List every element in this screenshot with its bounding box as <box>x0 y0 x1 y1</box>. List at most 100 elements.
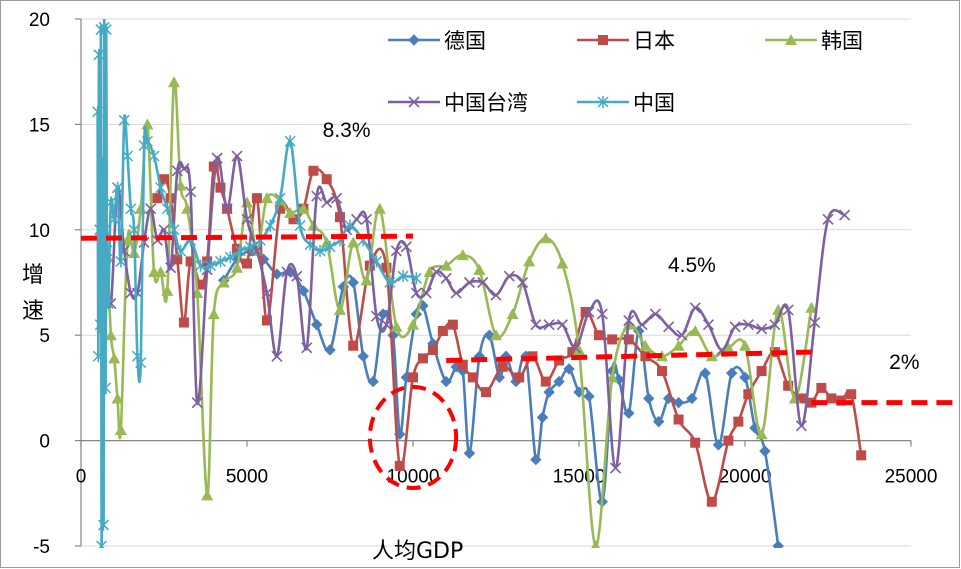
data-point <box>370 255 383 268</box>
data-point <box>796 393 807 404</box>
data-point <box>726 367 738 379</box>
data-point <box>125 202 137 215</box>
data-point <box>108 213 120 226</box>
data-point <box>554 355 565 366</box>
legend-label: 韩国 <box>821 29 863 53</box>
data-point <box>321 174 332 185</box>
data-point <box>118 114 130 127</box>
data-point <box>260 192 273 204</box>
data-point <box>94 318 106 331</box>
data-point <box>115 255 127 268</box>
data-point <box>514 372 525 383</box>
data-point <box>490 289 502 301</box>
legend-marker <box>598 35 608 45</box>
x-tick-label: 5000 <box>226 467 268 488</box>
y-tick-label: 20 <box>29 10 50 31</box>
data-point <box>321 196 333 208</box>
data-point <box>141 135 153 148</box>
data-point <box>275 203 286 214</box>
data-point <box>301 342 313 354</box>
data-point <box>161 284 174 296</box>
data-point <box>394 460 405 471</box>
data-point <box>261 287 273 299</box>
data-point <box>543 319 555 331</box>
data-point <box>214 255 226 268</box>
data-point <box>440 375 452 388</box>
data-point <box>158 224 170 236</box>
data-point <box>423 265 436 277</box>
data-point <box>311 190 323 202</box>
data-point <box>556 257 569 269</box>
data-point <box>373 202 386 214</box>
y-tick-labels: 20 15 10 5 0 -5 <box>29 10 50 558</box>
y-axis-label-char-2: 速 <box>22 299 44 324</box>
data-point <box>224 251 236 264</box>
data-point <box>334 212 345 223</box>
data-point <box>410 272 422 285</box>
data-point <box>473 263 486 275</box>
x-tick-label: 25000 <box>885 467 938 488</box>
data-point <box>102 297 114 310</box>
data-point <box>264 219 276 232</box>
data-point <box>583 306 595 318</box>
data-point <box>463 447 476 459</box>
data-point <box>839 209 851 221</box>
data-point <box>94 223 106 236</box>
data-point <box>543 386 555 398</box>
data-point <box>234 244 246 257</box>
data-point <box>639 339 652 351</box>
data-point <box>463 276 476 289</box>
data-point <box>101 244 113 257</box>
data-point <box>822 213 834 225</box>
data-point <box>427 344 438 355</box>
data-point <box>686 392 698 405</box>
data-point <box>583 390 595 403</box>
data-point <box>175 244 187 257</box>
data-point <box>689 324 702 336</box>
x-tick-label: 20000 <box>719 467 772 488</box>
x-axis-label: 人均GDP <box>372 539 463 564</box>
data-point <box>178 163 190 175</box>
data-point <box>606 371 619 383</box>
data-point <box>281 266 293 278</box>
data-point <box>98 518 110 531</box>
data-point <box>217 276 230 288</box>
data-point <box>437 325 448 336</box>
trend-line <box>81 233 414 241</box>
data-point <box>540 376 551 387</box>
x-tick-label: 10000 <box>387 467 440 488</box>
legend-marker <box>408 96 420 108</box>
data-point <box>756 323 768 335</box>
y-tick-label: 5 <box>39 326 50 347</box>
data-point <box>490 329 502 341</box>
legend-marker <box>785 34 797 45</box>
series-line <box>102 154 845 470</box>
data-point <box>215 182 226 193</box>
data-point <box>570 342 582 354</box>
data-point <box>333 303 346 315</box>
data-point <box>121 150 134 163</box>
data-point <box>699 367 711 379</box>
data-point <box>311 318 323 331</box>
data-point <box>161 202 173 215</box>
data-point <box>672 339 685 351</box>
data-point <box>477 276 489 289</box>
data-point <box>846 389 857 400</box>
series-1 <box>152 161 867 507</box>
data-point <box>367 375 379 388</box>
data-point <box>573 343 585 355</box>
data-point <box>530 319 542 331</box>
data-point <box>291 270 303 282</box>
legend-marker <box>408 34 420 46</box>
data-point <box>856 450 867 461</box>
data-point <box>231 150 243 162</box>
data-point <box>530 453 542 466</box>
data-point <box>360 274 373 286</box>
data-point <box>148 150 160 163</box>
data-point <box>503 270 515 282</box>
data-point <box>172 254 183 265</box>
data-point <box>580 307 591 318</box>
data-point <box>165 262 177 274</box>
data-point <box>769 319 781 331</box>
